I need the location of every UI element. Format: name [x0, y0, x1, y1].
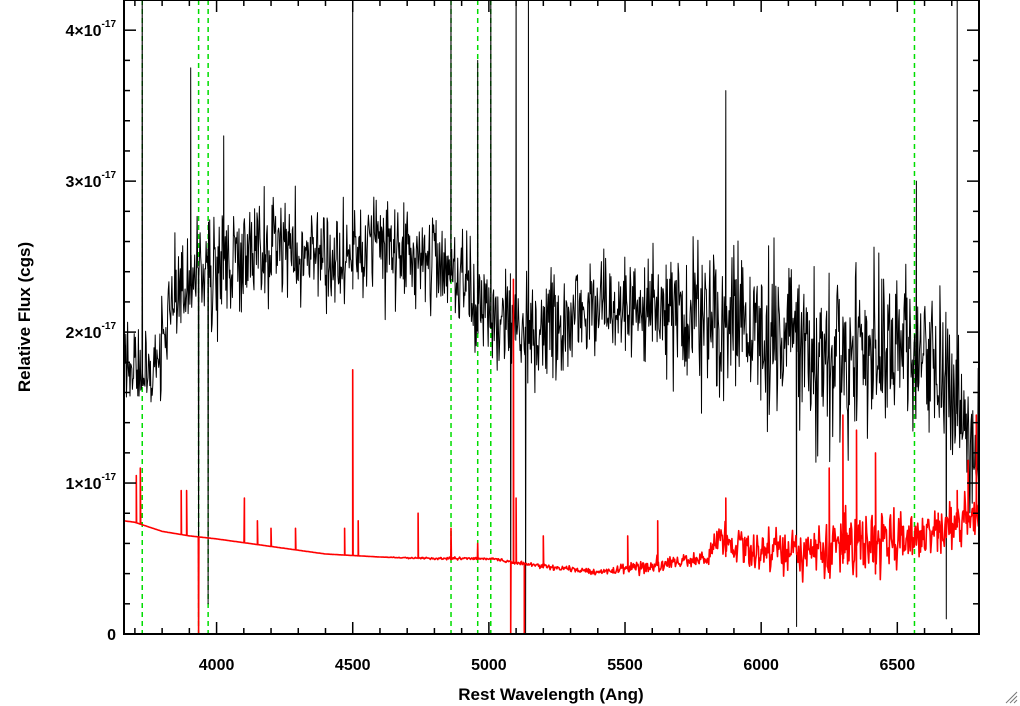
x-tick-label: 6500 — [880, 657, 916, 674]
x-tick-label: 6000 — [743, 657, 779, 674]
x-axis-label: Rest Wavelength (Ang) — [458, 685, 643, 704]
x-tick-labels: 4000 4500 5000 5500 6000 6500 — [199, 657, 915, 674]
x-tick-label: 4000 — [199, 657, 235, 674]
series-line-0 — [124, 0, 979, 634]
plot-frame — [123, 0, 980, 635]
x-tick-label: 5500 — [607, 657, 643, 674]
x-tick-label: 4500 — [335, 657, 371, 674]
axis-ticks — [124, 0, 980, 635]
y-tick-label: 3×10-17 — [66, 170, 117, 191]
x-tick-label: 5000 — [471, 657, 507, 674]
y-tick-label: 0 — [107, 627, 116, 644]
y-tick-labels: 0 1×10-17 2×10-17 3×10-17 4×10-17 — [66, 19, 117, 644]
y-tick-label: 2×10-17 — [66, 321, 117, 342]
y-axis-label: Relative Flux (cgs) — [15, 242, 34, 392]
series-line-1 — [124, 278, 979, 634]
y-tick-label: 1×10-17 — [66, 472, 117, 493]
y-tick-label: 4×10-17 — [66, 19, 117, 40]
resize-grip-icon[interactable] — [1004, 690, 1018, 704]
spectrum-series — [124, 0, 979, 634]
